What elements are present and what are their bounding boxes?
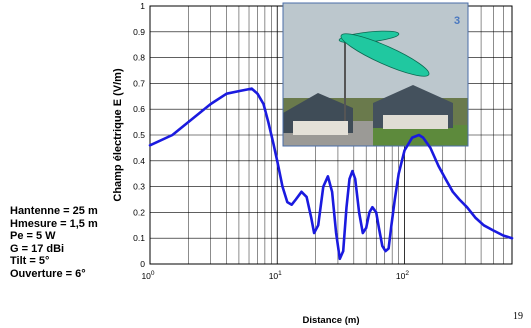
param-antenna-height: Hantenne = 25 m	[10, 205, 98, 217]
x-axis-label: Distance (m)	[302, 315, 359, 326]
building-wall	[293, 121, 348, 135]
y-tick-label: 0.1	[133, 233, 145, 243]
param-gain: G = 17 dBi	[10, 242, 65, 255]
y-axis-ticks: 0 0.1 0.2 0.3 0.4 0.5 0.6 0.7 0.8 0.9 1	[133, 1, 145, 269]
param-tilt: Tilt = 5°	[10, 255, 50, 268]
param-measure-height: Hmesure = 1,5 m	[10, 217, 98, 230]
y-tick-label: 0.3	[133, 182, 145, 192]
y-tick-label: 0.4	[133, 156, 145, 166]
y-tick-label: 0.8	[133, 53, 145, 63]
x-tick-label: 102	[396, 270, 409, 281]
y-tick-label: 0.5	[133, 130, 145, 140]
x-tick-label: 101	[269, 270, 282, 281]
x-tick-label: 100	[141, 270, 154, 281]
param-power: Pe = 5 W	[10, 230, 56, 243]
y-tick-label: 1	[140, 1, 145, 11]
y-axis-label: Champ électrique E (V/m)	[112, 68, 124, 202]
x-axis-ticks: 100 101 102	[141, 270, 409, 281]
y-tick-label: 0.7	[133, 78, 145, 88]
parameters-list: Hantenne = 25 m Hmesure = 1,5 m Pe = 5 W…	[10, 205, 98, 281]
data-layer	[148, 87, 514, 261]
antenna-photo-inset: 3	[282, 2, 469, 147]
page-number: 19	[513, 311, 523, 322]
inset-border	[282, 2, 469, 147]
y-tick-label: 0.6	[133, 104, 145, 114]
inset-badge: 3	[454, 15, 460, 27]
radiation-lobe-main	[340, 33, 430, 77]
param-aperture: Ouverture = 6°	[10, 267, 86, 280]
y-tick-label: 0	[140, 259, 145, 269]
field-strength-line	[148, 87, 514, 261]
y-tick-label: 0.9	[133, 27, 145, 37]
building-wall	[383, 115, 448, 129]
y-tick-label: 0.2	[133, 207, 145, 217]
